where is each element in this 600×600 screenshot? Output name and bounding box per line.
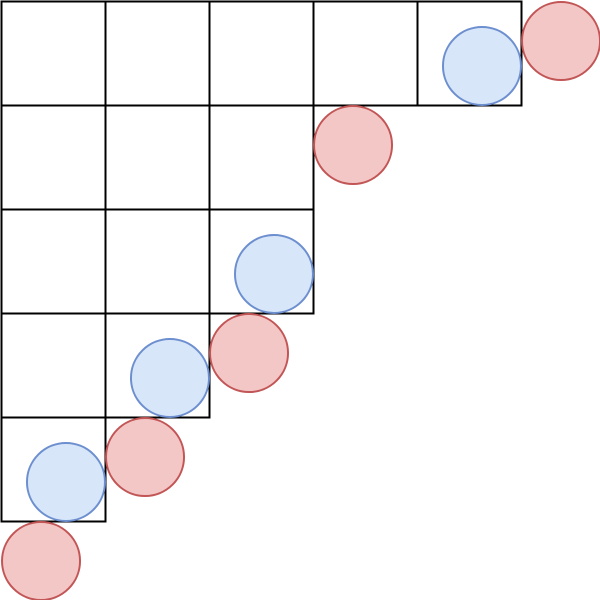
grid-cell-r1-c3: [208, 0, 315, 107]
grid-cell-r2-c1: [0, 104, 107, 211]
grid-cell-r3-c2: [104, 208, 211, 315]
grid-cell-r2-c2: [104, 104, 211, 211]
grid-cell-r3-c1: [0, 208, 107, 315]
blue-circle-2: [25, 441, 106, 522]
blue-circle-8: [441, 25, 522, 106]
red-circle-5: [209, 313, 290, 394]
grid-cell-r1-c4: [312, 0, 419, 107]
grid-cell-r1-c1: [0, 0, 107, 107]
red-circle-3: [105, 417, 186, 498]
grid-cell-r1-c2: [104, 0, 211, 107]
blue-circle-4: [129, 337, 210, 418]
grid-cell-r4-c1: [0, 312, 107, 419]
red-circle-7: [313, 105, 394, 186]
grid-cell-r2-c3: [208, 104, 315, 211]
red-circle-9: [521, 1, 600, 82]
red-circle-1: [1, 521, 82, 600]
blue-circle-6: [233, 233, 314, 314]
